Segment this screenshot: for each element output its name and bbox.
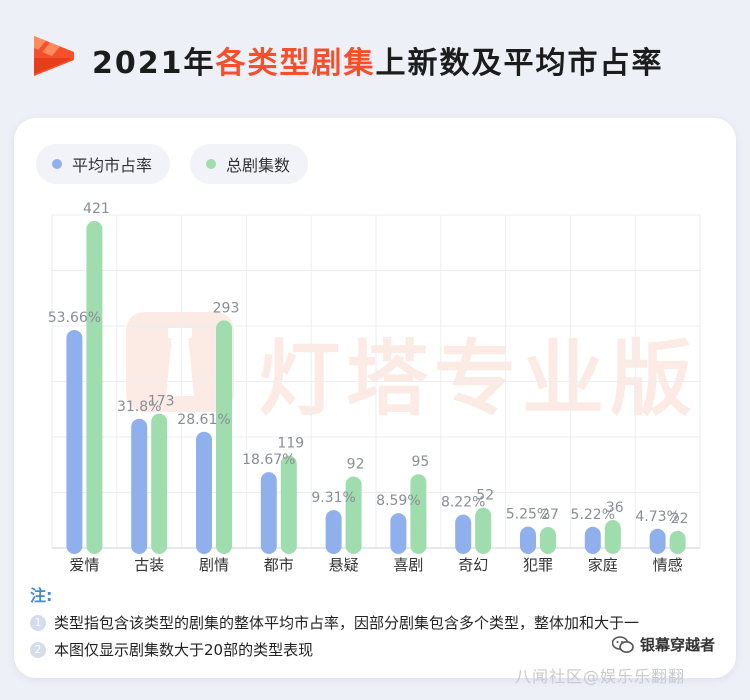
bar-total-dramas[interactable] — [345, 476, 362, 554]
bar-market-share[interactable] — [390, 513, 407, 554]
x-tick-label: 喜剧 — [393, 556, 423, 574]
bar-total-dramas[interactable] — [216, 320, 232, 554]
site-watermark: 八闻社区@娱乐乐翻翻 — [515, 667, 686, 686]
data-label-market-share: 28.61% — [177, 412, 230, 428]
bar-market-share[interactable] — [455, 514, 472, 554]
notes-title: 注: — [30, 586, 53, 605]
data-label-market-share: 5.22% — [571, 507, 615, 523]
x-tick-label: 家庭 — [588, 556, 618, 574]
bar-total-dramas[interactable] — [669, 530, 686, 554]
bar-market-share[interactable] — [520, 526, 536, 554]
page-title: 2021年各类型剧集上新数及平均市占率 — [92, 38, 664, 82]
x-tick-label: 剧情 — [199, 556, 229, 574]
data-label-market-share: 31.8% — [117, 399, 161, 415]
film-clapper-icon — [34, 36, 74, 76]
header: 2021年各类型剧集上新数及平均市占率 — [0, 0, 750, 110]
data-label-market-share: 8.59% — [376, 493, 420, 509]
title-prefix: 2021年 — [92, 46, 216, 81]
bar-total-dramas[interactable] — [86, 221, 103, 554]
data-label-market-share: 9.31% — [311, 490, 355, 506]
note-item: 2 本图仅显示剧集数大于20部的类型表现 — [30, 639, 639, 660]
legend-label-total-dramas: 总剧集数 — [226, 156, 291, 175]
data-label-total-dramas: 36 — [606, 500, 624, 516]
legend-label-market-share: 平均市占率 — [72, 156, 153, 175]
data-label-market-share: 53.66% — [48, 310, 101, 326]
data-label-market-share: 18.67% — [242, 452, 295, 468]
bar-total-dramas[interactable] — [604, 520, 621, 554]
note-number-badge: 1 — [30, 614, 46, 631]
x-tick-label: 奇幻 — [458, 556, 488, 574]
title-highlight: 各类型剧集 — [215, 46, 376, 81]
data-label-total-dramas: 22 — [671, 511, 689, 527]
bar-total-dramas[interactable] — [475, 507, 492, 554]
legend-dot-blue-icon — [52, 159, 62, 169]
note-text: 本图仅显示剧集数大于20部的类型表现 — [54, 641, 314, 659]
bar-market-share[interactable] — [260, 472, 277, 554]
data-label-total-dramas: 119 — [277, 436, 304, 452]
bar-market-share[interactable] — [325, 510, 342, 554]
notes: 注: 1 类型指包含该类型的剧集的整体平均市占率，因部分剧集包含多个类型，整体加… — [30, 582, 639, 666]
data-label-market-share: 5.25% — [506, 507, 550, 523]
data-label-total-dramas: 27 — [541, 507, 559, 523]
legend-dot-green-icon — [206, 159, 216, 169]
bar-market-share[interactable] — [649, 528, 666, 554]
x-tick-label: 爱情 — [69, 556, 99, 574]
x-tick-label: 犯罪 — [523, 556, 553, 574]
wechat-account-name: 银幕穿越者 — [640, 636, 716, 654]
bar-total-dramas[interactable] — [151, 413, 168, 554]
data-label-market-share: 8.22% — [441, 495, 485, 511]
x-tick-label: 古装 — [134, 556, 164, 574]
wechat-icon — [612, 635, 634, 653]
bar-market-share[interactable] — [584, 526, 601, 554]
bar-total-dramas[interactable] — [410, 474, 427, 554]
data-label-total-dramas: 92 — [347, 457, 365, 473]
bar-total-dramas[interactable] — [540, 527, 556, 554]
data-label-total-dramas: 95 — [411, 454, 429, 470]
chart-card: 平均市占率 总剧集数 — [14, 118, 736, 678]
bar-market-share[interactable] — [196, 431, 212, 554]
note-item: 1 类型指包含该类型的剧集的整体平均市占率，因部分剧集包含多个类型，整体加和大于… — [30, 612, 639, 633]
bar-market-share[interactable] — [66, 330, 83, 554]
bar-total-dramas[interactable] — [280, 455, 297, 554]
note-text: 类型指包含该类型的剧集的整体平均市占率，因部分剧集包含多个类型，整体加和大于一 — [54, 614, 640, 632]
x-tick-label: 悬疑 — [329, 556, 359, 574]
data-label-total-dramas: 421 — [83, 201, 110, 217]
bar-market-share[interactable] — [131, 418, 148, 554]
data-label-total-dramas: 293 — [213, 300, 240, 316]
data-label-total-dramas: 173 — [148, 394, 175, 410]
note-number-badge: 2 — [30, 641, 46, 658]
legend-item-total-dramas[interactable]: 总剧集数 — [190, 144, 309, 184]
wechat-account[interactable]: 银幕穿越者 — [612, 634, 715, 655]
title-suffix: 上新数及平均市占率 — [375, 46, 664, 81]
legend-item-market-share[interactable]: 平均市占率 — [36, 144, 171, 184]
data-label-total-dramas: 52 — [476, 488, 494, 504]
x-tick-label: 都市 — [264, 556, 294, 574]
data-label-market-share: 4.73% — [635, 509, 679, 525]
x-tick-label: 情感 — [653, 556, 683, 574]
